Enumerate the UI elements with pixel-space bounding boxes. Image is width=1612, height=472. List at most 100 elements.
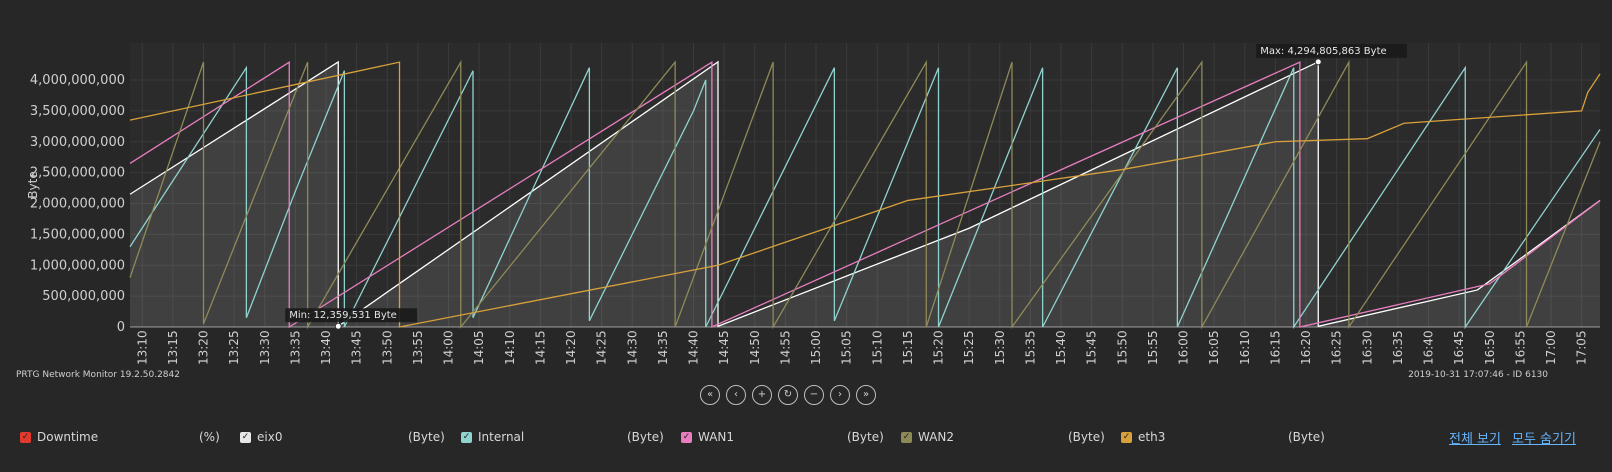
last-page-button[interactable]: » xyxy=(856,385,876,405)
x-tick-label: 13:10 xyxy=(135,330,149,365)
series-line-eix0 xyxy=(129,60,1601,328)
x-tick-label: 17:05 xyxy=(1575,330,1589,365)
y-tick-label: 2,500,000,000 xyxy=(30,166,125,181)
series-line-WAN2 xyxy=(129,59,1601,330)
x-tick-label: 15:20 xyxy=(932,330,946,365)
x-tick-label: 13:45 xyxy=(350,330,364,365)
x-tick-label: 14:55 xyxy=(778,330,792,365)
legend-unit: (Byte) xyxy=(1068,430,1105,444)
y-tick-label: 500,000,000 xyxy=(42,289,125,304)
x-tick-label: 15:15 xyxy=(901,330,915,365)
max-marker-dot xyxy=(1314,58,1322,66)
max-marker-label: Max: 4,294,805,863 Byte xyxy=(1260,46,1386,57)
checkbox-icon[interactable]: ✓ xyxy=(681,431,692,443)
x-tick-label: 13:25 xyxy=(227,330,241,365)
legend-unit: (Byte) xyxy=(847,430,884,444)
x-tick-label: 16:50 xyxy=(1483,330,1497,365)
x-tick-label: 16:05 xyxy=(1207,330,1221,365)
legend-item-eix0[interactable]: ✓ eix0 xyxy=(240,430,282,444)
legend-item-eth3[interactable]: ✓ eth3 xyxy=(1121,430,1165,444)
min-marker-dot xyxy=(334,322,342,330)
y-tick-label: 1,500,000,000 xyxy=(30,227,125,242)
y-tick-label: 3,000,000,000 xyxy=(30,135,125,150)
series-line-WAN1 xyxy=(129,60,1601,329)
x-tick-label: 13:20 xyxy=(197,330,211,365)
x-tick-label: 16:20 xyxy=(1299,330,1313,365)
x-tick-label: 15:45 xyxy=(1085,330,1099,365)
y-axis-label: Byte xyxy=(26,171,40,198)
chart-navigation: « ‹ + ↻ − › » xyxy=(700,385,876,405)
zoom-in-button[interactable]: + xyxy=(752,385,772,405)
hide-all-link[interactable]: 모두 숨기기 xyxy=(1512,432,1576,447)
x-tick-label: 15:40 xyxy=(1054,330,1068,365)
x-tick-label: 15:50 xyxy=(1115,330,1129,365)
x-tick-label: 14:20 xyxy=(564,330,578,365)
x-tick-label: 14:50 xyxy=(748,330,762,365)
legend-item-internal[interactable]: ✓ Internal xyxy=(461,430,524,444)
x-tick-label: 13:30 xyxy=(258,330,272,365)
series-line-Internal xyxy=(129,65,1601,330)
next-button[interactable]: › xyxy=(830,385,850,405)
legend-label: Downtime xyxy=(37,430,99,444)
y-tick-label: 4,000,000,000 xyxy=(30,73,125,88)
x-tick-label: 16:35 xyxy=(1391,330,1405,365)
x-tick-label: 16:25 xyxy=(1330,330,1344,365)
checkbox-icon[interactable]: ✓ xyxy=(240,431,251,443)
legend-unit: (Byte) xyxy=(627,430,664,444)
checkbox-icon[interactable]: ✓ xyxy=(901,431,912,443)
checkbox-icon[interactable]: ✓ xyxy=(461,431,472,443)
series-area-eix0 xyxy=(130,61,1600,328)
checkbox-icon[interactable]: ✓ xyxy=(20,431,31,443)
x-tick-label: 13:15 xyxy=(166,330,180,365)
min-marker-box xyxy=(285,308,418,323)
x-tick-label: 16:30 xyxy=(1360,330,1374,365)
y-tick-label: 2,000,000,000 xyxy=(30,197,125,212)
x-tick-label: 15:05 xyxy=(840,330,854,365)
x-tick-label: 14:35 xyxy=(656,330,670,365)
x-tick-label: 17:00 xyxy=(1544,330,1558,365)
traffic-chart: 13:10 13:15 13:20 13:25 13:30 13:35 13:40 13:45… xyxy=(26,43,1601,365)
legend-label: WAN2 xyxy=(918,430,955,444)
x-tick-label: 16:15 xyxy=(1268,330,1282,365)
legend-item-wan2[interactable]: ✓ WAN2 xyxy=(901,430,954,444)
x-tick-label: 15:00 xyxy=(809,330,823,365)
max-marker-box xyxy=(1256,43,1407,58)
x-tick-label: 16:55 xyxy=(1513,330,1527,365)
x-tick-label: 14:15 xyxy=(533,330,547,365)
first-page-button[interactable]: « xyxy=(700,385,720,405)
series-line-eth3 xyxy=(129,61,1601,328)
zoom-out-button[interactable]: − xyxy=(804,385,824,405)
x-tick-label: 15:25 xyxy=(962,330,976,365)
legend-unit: (Byte) xyxy=(1288,430,1325,444)
legend-label: Internal xyxy=(478,430,525,444)
timestamp-label: 2019-10-31 17:07:46 - ID 6130 xyxy=(1408,370,1548,380)
x-tick-label: 16:45 xyxy=(1452,330,1466,365)
checkbox-icon[interactable]: ✓ xyxy=(1121,431,1132,443)
x-tick-label: 16:00 xyxy=(1177,330,1191,365)
x-tick-label: 15:10 xyxy=(870,330,884,365)
x-tick-label: 13:35 xyxy=(288,330,302,365)
legend-label: WAN1 xyxy=(698,430,735,444)
y-tick-label: 1,000,000,000 xyxy=(30,258,125,273)
legend-item-wan1[interactable]: ✓ WAN1 xyxy=(681,430,734,444)
x-tick-label: 15:55 xyxy=(1146,330,1160,365)
y-tick-label: 3,500,000,000 xyxy=(30,104,125,119)
plot-area xyxy=(130,43,1600,327)
legend-unit: (%) xyxy=(199,430,220,444)
x-tick-label: 14:30 xyxy=(625,330,639,365)
x-tick-label: 14:25 xyxy=(595,330,609,365)
x-tick-label: 15:35 xyxy=(1023,330,1037,365)
x-tick-label: 16:10 xyxy=(1238,330,1252,365)
previous-button[interactable]: ‹ xyxy=(726,385,746,405)
legend-unit: (Byte) xyxy=(408,430,445,444)
x-tick-label: 13:40 xyxy=(319,330,333,365)
legend-item-downtime[interactable]: ✓ Downtime xyxy=(20,430,98,444)
x-tick-label: 14:10 xyxy=(503,330,517,365)
reset-button[interactable]: ↻ xyxy=(778,385,798,405)
version-label: PRTG Network Monitor 19.2.50.2842 xyxy=(16,370,180,380)
x-tick-label: 14:40 xyxy=(687,330,701,365)
x-tick-label: 15:30 xyxy=(993,330,1007,365)
show-all-link[interactable]: 전체 보기 xyxy=(1449,432,1501,447)
y-tick-label: 0 xyxy=(117,320,125,335)
legend-label: eix0 xyxy=(257,430,283,444)
